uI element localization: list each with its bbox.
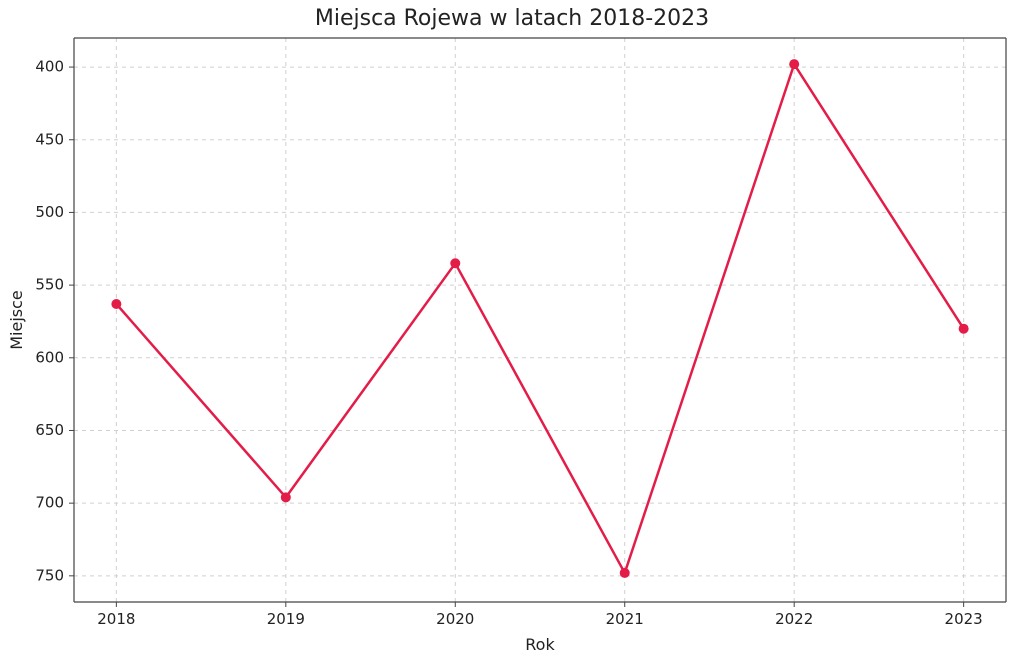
x-tick-label: 2022 [775, 610, 813, 628]
y-tick-label: 500 [35, 203, 64, 221]
x-tick-label: 2018 [97, 610, 135, 628]
y-tick-label: 450 [35, 130, 64, 148]
x-tick-label: 2020 [436, 610, 474, 628]
data-marker [959, 324, 969, 334]
data-marker [789, 59, 799, 69]
x-tick-label: 2021 [606, 610, 644, 628]
data-marker [450, 258, 460, 268]
data-line [116, 64, 963, 573]
data-marker [620, 568, 630, 578]
data-marker [111, 299, 121, 309]
line-chart-svg: 400 450 500 550 600 650 700 750 2018 2019 2020 2021… [0, 0, 1024, 660]
x-axis-label: Rok [525, 635, 555, 654]
y-tick-label: 600 [35, 348, 64, 366]
y-tick-label: 700 [35, 494, 64, 512]
y-tick-label: 550 [35, 276, 64, 294]
y-axis-label: Miejsce [7, 290, 26, 350]
y-tick-label: 750 [35, 566, 64, 584]
y-tick-label: 650 [35, 421, 64, 439]
x-tick-label: 2019 [267, 610, 305, 628]
y-tick-label: 400 [35, 58, 64, 76]
chart-container: Miejsca Rojewa w latach 2018-2023 400450… [0, 0, 1024, 660]
data-marker [281, 492, 291, 502]
x-tick-label: 2023 [945, 610, 983, 628]
